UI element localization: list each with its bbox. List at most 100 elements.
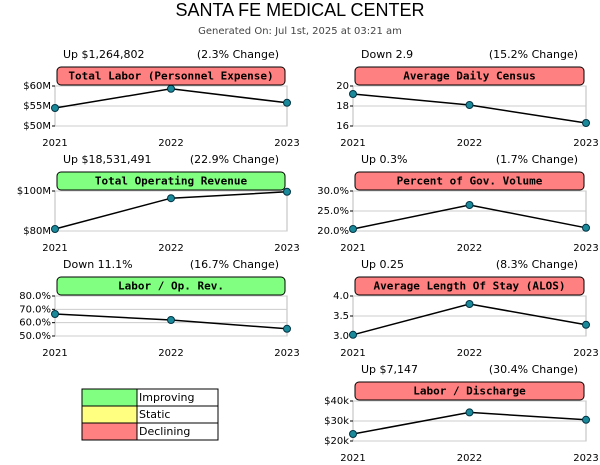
y-tick-label: 4.0 [333, 291, 349, 302]
x-tick-label: 2022 [457, 453, 482, 464]
chart-title: Percent of Gov. Volume [397, 175, 543, 188]
change-percent: (15.2% Change) [489, 48, 578, 61]
y-tick-label: 30.0% [317, 186, 349, 197]
data-point [349, 90, 357, 98]
x-tick-label: 2022 [457, 348, 482, 359]
x-tick-label: 2021 [340, 348, 365, 359]
chart-title: Total Labor (Personnel Expense) [68, 70, 273, 83]
change-percent: (30.4% Change) [489, 363, 578, 376]
legend-label: Improving [139, 391, 194, 404]
x-tick-label: 2023 [274, 243, 299, 254]
chart-title: Average Daily Census [403, 70, 535, 83]
y-tick-label: 20.0% [317, 226, 349, 237]
x-tick-label: 2023 [573, 138, 598, 149]
y-tick-label: $80M [23, 226, 51, 237]
change-amount: Up $7,147 [361, 363, 418, 376]
y-tick-label: 70.0% [19, 304, 51, 315]
data-point [167, 194, 175, 203]
data-point [51, 310, 59, 318]
data-point [349, 430, 357, 438]
data-point [283, 98, 291, 107]
x-tick-label: 2022 [158, 138, 183, 149]
y-tick-label: 18 [336, 101, 349, 112]
y-tick-label: 3.5 [333, 311, 349, 322]
x-tick-label: 2023 [573, 243, 598, 254]
title-bar [56, 171, 286, 191]
y-tick-label: 20 [336, 81, 349, 92]
chart-title: Labor / Discharge [413, 385, 526, 398]
data-point [167, 84, 175, 93]
title-bar [56, 66, 286, 86]
data-point [582, 415, 590, 424]
x-tick-label: 2023 [274, 138, 299, 149]
data-point [465, 201, 474, 209]
title-bar [56, 276, 286, 296]
y-tick-label: $40k [324, 396, 349, 407]
data-point [465, 101, 474, 109]
data-point [582, 223, 590, 232]
legend-label: Declining [139, 425, 190, 438]
title-bar [354, 66, 585, 86]
y-tick-label: 3.0 [333, 331, 349, 342]
x-tick-label: 2022 [158, 348, 183, 359]
change-amount: Up 0.3% [361, 153, 407, 166]
change-amount: Up $1,264,802 [63, 48, 145, 61]
x-tick-label: 2023 [274, 348, 299, 359]
change-percent: (1.7% Change) [496, 153, 578, 166]
x-tick-label: 2022 [158, 243, 183, 254]
data-point [283, 324, 291, 333]
change-percent: (16.7% Change) [190, 258, 279, 271]
title-bar [354, 381, 585, 401]
change-percent: (8.3% Change) [496, 258, 578, 271]
y-tick-label: 16 [336, 121, 349, 132]
x-tick-label: 2021 [340, 138, 365, 149]
legend-swatch [81, 388, 138, 407]
data-point [465, 408, 474, 417]
change-amount: Up $18,531,491 [63, 153, 152, 166]
change-amount: Down 2.9 [361, 48, 413, 61]
y-tick-label: $60M [23, 81, 51, 92]
chart-title: Labor / Op. Rev. [118, 280, 224, 293]
data-point [51, 104, 59, 112]
x-tick-label: 2022 [457, 138, 482, 149]
x-tick-label: 2021 [42, 348, 67, 359]
y-tick-label: 50.0% [19, 331, 51, 342]
legend-swatch [81, 405, 138, 424]
x-tick-label: 2023 [573, 453, 598, 464]
change-amount: Down 11.1% [63, 258, 133, 271]
data-point [465, 300, 474, 308]
data-point [51, 225, 59, 233]
x-tick-label: 2021 [340, 453, 365, 464]
y-tick-label: $20k [324, 436, 349, 447]
x-tick-label: 2021 [42, 138, 67, 149]
x-tick-label: 2022 [457, 243, 482, 254]
legend-swatch [81, 422, 138, 441]
y-tick-label: $100M [17, 186, 51, 197]
title-bar [354, 171, 585, 191]
y-tick-label: 80.0% [19, 291, 51, 302]
y-tick-label: $30k [324, 416, 349, 427]
chart-title: Average Length Of Stay (ALOS) [373, 280, 565, 293]
legend-cell [136, 422, 219, 441]
y-tick-label: 60.0% [19, 318, 51, 329]
change-percent: (22.9% Change) [190, 153, 279, 166]
change-amount: Up 0.25 [361, 258, 404, 271]
data-point [283, 187, 291, 196]
change-percent: (2.3% Change) [197, 48, 279, 61]
data-point [349, 330, 357, 339]
y-tick-label: 25.0% [317, 206, 349, 217]
legend-label: Static [139, 408, 170, 421]
chart-title: Total Operating Revenue [95, 175, 248, 188]
data-point [582, 320, 590, 329]
data-point [349, 225, 357, 233]
x-tick-label: 2021 [340, 243, 365, 254]
x-tick-label: 2023 [573, 348, 598, 359]
page-subtitle: Generated On: Jul 1st, 2025 at 03:21 am [198, 26, 402, 37]
page-title: SANTA FE MEDICAL CENTER [175, 0, 424, 20]
y-tick-label: $50M [23, 121, 51, 132]
data-point [582, 119, 590, 127]
x-tick-label: 2021 [42, 243, 67, 254]
data-point [167, 316, 175, 324]
title-bar [354, 276, 585, 296]
